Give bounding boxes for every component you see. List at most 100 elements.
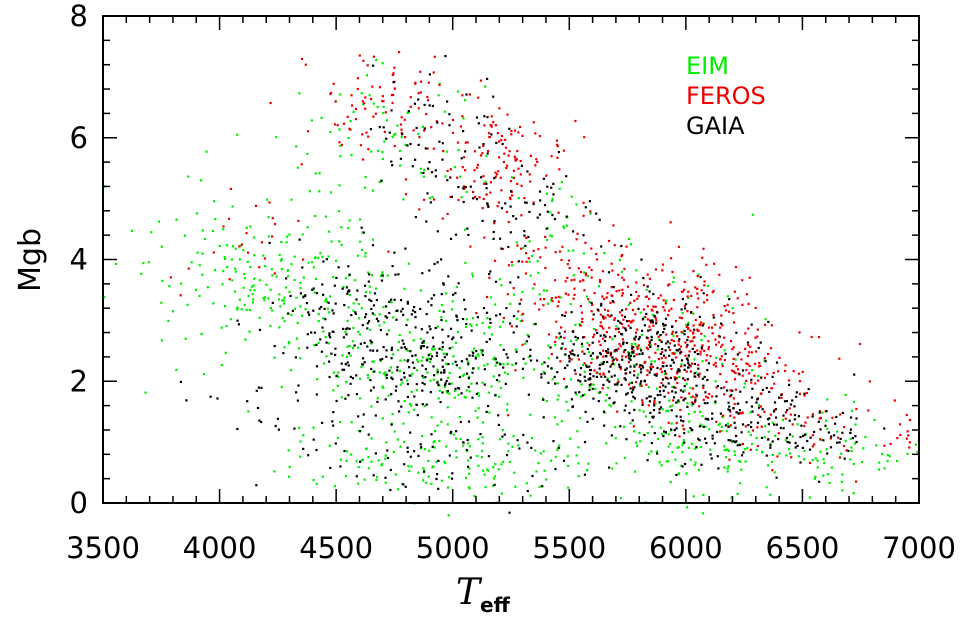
data-point xyxy=(509,197,512,201)
data-point xyxy=(357,330,360,333)
data-point xyxy=(837,436,840,439)
data-point xyxy=(538,190,542,193)
data-point xyxy=(873,418,876,421)
data-point xyxy=(187,175,190,178)
data-point xyxy=(838,357,841,360)
data-point xyxy=(391,101,394,105)
data-point xyxy=(620,244,623,248)
data-point xyxy=(914,443,917,446)
data-point xyxy=(553,217,556,221)
data-point xyxy=(765,386,768,390)
data-point xyxy=(566,276,569,279)
data-point xyxy=(253,277,256,280)
data-point xyxy=(570,311,573,314)
data-point xyxy=(408,469,411,473)
data-point xyxy=(661,351,664,354)
data-point xyxy=(883,444,886,447)
data-point xyxy=(602,360,606,364)
data-point xyxy=(400,310,403,313)
data-point xyxy=(351,104,354,107)
data-point xyxy=(634,335,637,338)
data-point xyxy=(732,407,735,410)
data-point xyxy=(685,357,688,360)
data-point xyxy=(400,405,403,408)
data-point xyxy=(449,237,453,240)
data-point xyxy=(742,451,745,454)
data-point xyxy=(784,417,787,420)
data-point xyxy=(532,368,536,371)
data-point xyxy=(744,347,747,350)
data-point xyxy=(599,334,602,337)
data-point xyxy=(529,348,532,351)
data-point xyxy=(825,410,828,413)
data-point xyxy=(393,251,396,254)
data-point xyxy=(474,195,477,198)
data-point xyxy=(764,318,767,321)
data-point xyxy=(481,442,484,445)
data-point xyxy=(764,425,767,428)
data-point xyxy=(390,301,393,304)
data-point xyxy=(346,319,349,323)
y-tick-label: 2 xyxy=(70,364,88,398)
data-point xyxy=(445,292,448,295)
data-point xyxy=(468,467,471,470)
data-point xyxy=(498,395,501,398)
data-point xyxy=(582,214,585,217)
data-point xyxy=(731,389,734,392)
data-point xyxy=(564,280,567,283)
data-point xyxy=(493,220,496,223)
data-point xyxy=(543,372,546,375)
data-point xyxy=(728,409,731,412)
data-point xyxy=(300,314,304,317)
data-point xyxy=(423,469,426,472)
data-point xyxy=(511,264,514,267)
data-point xyxy=(595,258,599,261)
data-point xyxy=(413,305,416,309)
data-point xyxy=(607,348,610,351)
data-point xyxy=(639,364,642,367)
data-point xyxy=(750,396,754,399)
data-point xyxy=(696,352,699,356)
data-point xyxy=(366,327,369,330)
data-point xyxy=(318,307,321,310)
data-point xyxy=(662,389,665,392)
data-point xyxy=(171,310,174,313)
data-point xyxy=(488,136,491,139)
data-point xyxy=(225,244,229,247)
data-point xyxy=(462,441,465,444)
data-point xyxy=(562,377,566,380)
data-point xyxy=(386,333,389,336)
data-point xyxy=(497,423,500,426)
data-point xyxy=(436,261,439,264)
data-point xyxy=(699,353,702,356)
data-point xyxy=(460,336,463,339)
data-point xyxy=(438,82,441,85)
data-point xyxy=(483,115,486,118)
data-point xyxy=(780,396,783,399)
data-point xyxy=(579,324,582,327)
data-point xyxy=(585,365,588,368)
data-point xyxy=(438,347,441,350)
data-point xyxy=(671,352,674,355)
data-point xyxy=(797,455,800,458)
data-point xyxy=(434,348,437,351)
data-point xyxy=(486,204,490,207)
data-point xyxy=(524,362,527,365)
data-point xyxy=(878,461,881,464)
data-point xyxy=(686,405,689,408)
data-point xyxy=(648,371,651,374)
data-point xyxy=(559,296,562,299)
data-point xyxy=(600,302,603,305)
data-point xyxy=(651,365,655,368)
data-point xyxy=(313,344,316,347)
data-point xyxy=(529,180,532,183)
data-point xyxy=(850,409,853,412)
data-point xyxy=(543,298,546,301)
data-point xyxy=(654,268,658,271)
data-point xyxy=(490,115,493,118)
data-point xyxy=(647,329,650,332)
data-point xyxy=(732,440,735,443)
data-point xyxy=(436,121,439,124)
data-point xyxy=(463,228,467,231)
data-point xyxy=(649,328,652,331)
